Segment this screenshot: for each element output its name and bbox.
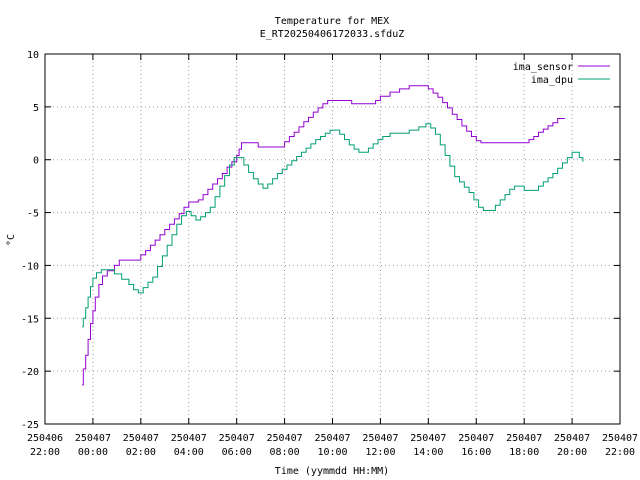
y-tick-label: 10 xyxy=(27,50,39,61)
x-tick-label-time: 22:00 xyxy=(605,447,635,458)
x-tick-label-time: 08:00 xyxy=(270,447,300,458)
x-tick-label-date: 250407 xyxy=(506,433,542,444)
grid xyxy=(45,54,620,424)
axes: -25 -20 -15 -10 -5 0 5 10 250406 22:00 250407 00:00… xyxy=(21,50,638,458)
plot-frame xyxy=(44,53,621,425)
series-line-ima_sensor xyxy=(82,85,565,386)
y-tick-label: -15 xyxy=(21,314,39,325)
x-tick-label-date: 250407 xyxy=(267,433,303,444)
legend-label: ima_dpu xyxy=(531,75,573,86)
x-tick-label-date: 250407 xyxy=(219,433,255,444)
x-tick-label-time: 12:00 xyxy=(365,447,395,458)
x-tick-label-time: 22:00 xyxy=(30,447,60,458)
x-tick-label-time: 00:00 xyxy=(78,447,108,458)
x-tick-label-time: 04:00 xyxy=(174,447,204,458)
y-tick-label: -10 xyxy=(21,261,39,272)
legend-label: ima_sensor xyxy=(513,62,573,73)
y-axis-label: °C xyxy=(6,234,17,246)
x-tick-label-time: 06:00 xyxy=(222,447,252,458)
x-tick-label-date: 250407 xyxy=(602,433,638,444)
y-tick-label: -25 xyxy=(21,420,39,431)
y-tick-label: 0 xyxy=(33,156,39,167)
x-tick-label-time: 14:00 xyxy=(413,447,443,458)
chart-title: Temperature for MEX xyxy=(275,16,389,27)
x-tick-label-time: 18:00 xyxy=(509,447,539,458)
x-tick-label-date: 250407 xyxy=(314,433,350,444)
series-layer xyxy=(82,85,584,386)
x-tick-label-date: 250407 xyxy=(123,433,159,444)
x-axis-label: Time (yymmdd HH:MM) xyxy=(275,466,389,477)
y-tick-label: -20 xyxy=(21,367,39,378)
y-tick-label: 5 xyxy=(33,103,39,114)
x-tick-label-date: 250407 xyxy=(171,433,207,444)
x-tick-label-time: 10:00 xyxy=(317,447,347,458)
x-tick-label-time: 02:00 xyxy=(126,447,156,458)
x-tick-label-date: 250407 xyxy=(75,433,111,444)
x-tick-label-date: 250407 xyxy=(410,433,446,444)
legend: ima_sensor ima_dpu xyxy=(513,62,610,86)
y-tick-label: -5 xyxy=(27,209,39,220)
series-line-ima_dpu xyxy=(82,123,584,328)
x-tick-label-date: 250407 xyxy=(554,433,590,444)
x-tick-label-time: 20:00 xyxy=(557,447,587,458)
x-tick-label-date: 250407 xyxy=(458,433,494,444)
x-tick-label-date: 250406 xyxy=(27,433,63,444)
x-tick-label-date: 250407 xyxy=(362,433,398,444)
x-tick-label-time: 16:00 xyxy=(461,447,491,458)
chart-subtitle: E_RT20250406172033.sfduZ xyxy=(260,29,405,40)
